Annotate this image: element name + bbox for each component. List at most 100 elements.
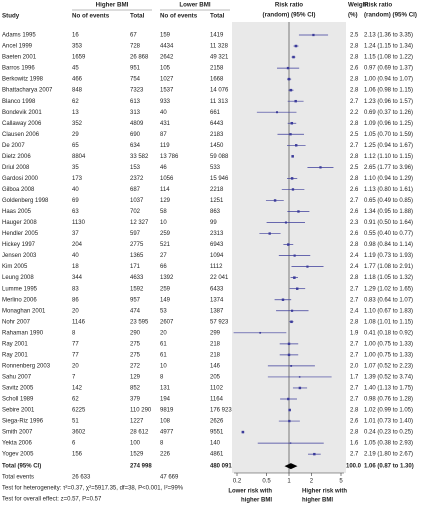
cell: 67 bbox=[130, 33, 137, 39]
cell: 1365 bbox=[130, 253, 144, 259]
cell: 852 bbox=[130, 386, 141, 392]
risk-ratio: 1.12 (1.10 to 1.15) bbox=[364, 154, 413, 160]
cell: 1146 bbox=[72, 319, 86, 325]
weight: 2.5 bbox=[350, 132, 359, 138]
study-name: Leung 2008 bbox=[2, 275, 34, 281]
cell: 63 bbox=[72, 209, 79, 215]
estimate-box bbox=[290, 309, 294, 312]
study-name: Yogev 2005 bbox=[2, 452, 34, 458]
cell: 1102 bbox=[210, 386, 224, 392]
risk-ratio: 0.55 (0.40 to 0.77) bbox=[364, 231, 413, 237]
estimate-box bbox=[287, 353, 291, 357]
cell: 16 bbox=[72, 33, 79, 39]
study-name: Smith 2007 bbox=[2, 430, 33, 436]
cell: 218 bbox=[210, 341, 221, 347]
cell: 33 582 bbox=[130, 154, 149, 160]
weight: 2.8 bbox=[350, 408, 359, 414]
cell: 27 bbox=[160, 253, 167, 259]
cell: 205 bbox=[210, 375, 221, 381]
cell: 194 bbox=[160, 397, 171, 403]
estimate-box bbox=[292, 55, 295, 59]
weight: 2.4 bbox=[350, 264, 359, 270]
cell: 521 bbox=[160, 242, 171, 248]
cell: 26 633 bbox=[72, 475, 91, 481]
weight: 2.0 bbox=[350, 363, 359, 369]
risk-ratio: 1.19 (0.73 to 1.93) bbox=[364, 253, 413, 259]
cell: 99 bbox=[210, 220, 217, 226]
cell: 176 923 bbox=[210, 408, 232, 414]
cell: 8 bbox=[160, 375, 164, 381]
direction-label: Higher risk with bbox=[302, 489, 347, 495]
risk-ratio: 0.91 (0.50 to 1.64) bbox=[364, 220, 413, 226]
estimate-box bbox=[290, 177, 294, 180]
risk-ratio: 1.05 (0.70 to 1.59) bbox=[364, 132, 413, 138]
cell: 1529 bbox=[130, 452, 144, 458]
cell: 45 bbox=[72, 66, 79, 72]
risk-ratio: 1.39 (0.52 to 3.74) bbox=[364, 375, 413, 381]
heterogeneity: Test for heterogeneity: τ²=0.37, χ²=5917… bbox=[2, 486, 184, 492]
cell: 40 bbox=[72, 187, 79, 193]
study-name: Baeten 2001 bbox=[2, 55, 37, 61]
cell: 1392 bbox=[160, 275, 174, 281]
total-events-label: Total events bbox=[2, 475, 34, 481]
column-header: Total bbox=[210, 13, 225, 20]
cell: 1164 bbox=[210, 397, 224, 403]
weight: 2.6 bbox=[350, 419, 359, 425]
weight: 2.7 bbox=[350, 198, 359, 204]
weight: 2.6 bbox=[350, 66, 359, 72]
cell: 379 bbox=[130, 397, 141, 403]
cell: 352 bbox=[72, 121, 83, 127]
cell: 2372 bbox=[130, 176, 144, 182]
estimate-box bbox=[296, 287, 299, 290]
estimate-box bbox=[287, 342, 291, 346]
cell: 23 595 bbox=[130, 319, 149, 325]
cell: 2158 bbox=[210, 66, 224, 72]
cell: 313 bbox=[130, 110, 141, 116]
cell: 20 bbox=[72, 308, 79, 314]
risk-ratio: 1.05 (0.38 to 2.93) bbox=[364, 441, 413, 447]
weight: 2.6 bbox=[350, 187, 359, 193]
risk-ratio: 1.34 (0.95 to 1.88) bbox=[364, 209, 413, 215]
cell: 156 bbox=[72, 452, 83, 458]
cell: 129 bbox=[130, 375, 141, 381]
estimate-box bbox=[273, 199, 277, 202]
estimate-box bbox=[298, 386, 302, 390]
weight: 2.7 bbox=[350, 397, 359, 403]
weight: 2.5 bbox=[350, 165, 359, 171]
estimate-box bbox=[294, 44, 298, 48]
cell: 57 923 bbox=[210, 319, 229, 325]
estimate-box bbox=[319, 166, 322, 169]
overall-effect: Test for overall effect: z=0.57, P=0.57 bbox=[2, 497, 102, 503]
risk-ratio: 0.97 (0.69 to 1.37) bbox=[364, 66, 413, 72]
cell: 2313 bbox=[210, 231, 224, 237]
cell: 1130 bbox=[72, 220, 86, 226]
cell: 1027 bbox=[160, 77, 174, 83]
study-name: Kim 2005 bbox=[2, 264, 28, 270]
weight: 2.8 bbox=[350, 242, 359, 248]
cell: 533 bbox=[210, 165, 221, 171]
estimate-box bbox=[259, 331, 262, 334]
weight: 2.6 bbox=[350, 209, 359, 215]
column-header: (random) (95% CI) bbox=[263, 12, 316, 19]
weight: 2.7 bbox=[350, 452, 359, 458]
study-name: Blanco 1998 bbox=[2, 99, 36, 105]
cell: 18 bbox=[72, 264, 79, 270]
cell: 1659 bbox=[72, 55, 86, 61]
cell: 1227 bbox=[130, 419, 144, 425]
estimate-box bbox=[287, 243, 290, 246]
study-name: Scholl 1989 bbox=[2, 397, 34, 403]
cell: 7323 bbox=[130, 88, 144, 94]
risk-ratio: 1.00 (0.94 to 1.07) bbox=[364, 77, 413, 83]
cell: 47 669 bbox=[160, 475, 179, 481]
cell: 35 bbox=[72, 165, 79, 171]
cell: 299 bbox=[210, 330, 221, 336]
estimate-box bbox=[286, 66, 290, 70]
cell: 87 bbox=[160, 132, 167, 138]
risk-ratio: 1.40 (1.13 to 1.75) bbox=[364, 386, 413, 392]
study-name: Haas 2005 bbox=[2, 209, 32, 215]
cell: 259 bbox=[160, 231, 171, 237]
cell: 49 321 bbox=[210, 55, 229, 61]
risk-ratio: 0.24 (0.23 to 0.25) bbox=[364, 430, 413, 436]
cell: 274 998 bbox=[130, 464, 152, 470]
column-header: (%) bbox=[348, 12, 358, 19]
